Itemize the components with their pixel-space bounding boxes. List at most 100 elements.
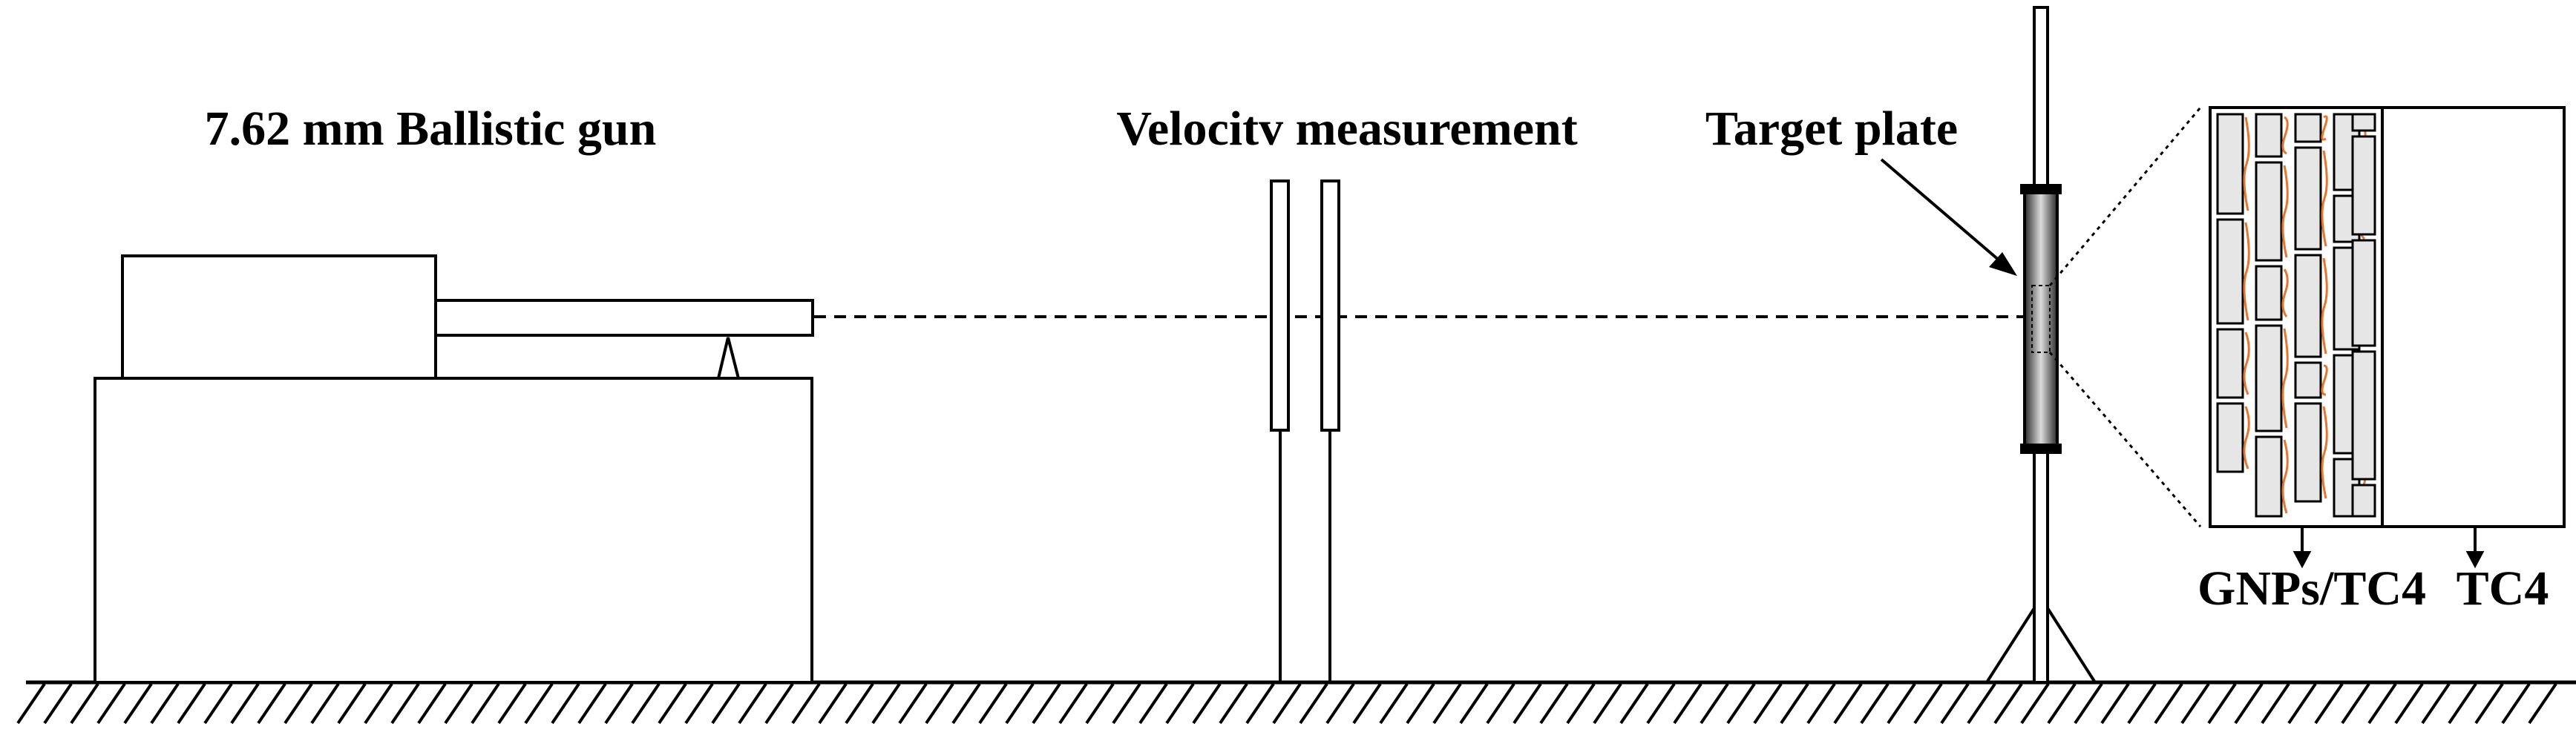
graphene-fiber: [2281, 328, 2289, 429]
hatch-mark: [1753, 682, 1783, 725]
hatch-mark: [551, 682, 580, 725]
gun-label: 7.62 mm Ballistic gun: [205, 102, 657, 156]
hatch-mark: [1646, 682, 1676, 725]
hatch-mark: [2234, 682, 2264, 725]
hatch-mark: [818, 682, 848, 725]
ballistic-gun: [94, 254, 814, 684]
hatch-mark: [1913, 682, 1943, 725]
hatch-mark: [658, 682, 687, 725]
hatch-mark: [2154, 682, 2183, 725]
hatch-mark: [2394, 682, 2424, 725]
hatch-mark: [524, 682, 554, 725]
hatch-mark: [1780, 682, 1809, 725]
hatch-mark: [2448, 682, 2477, 725]
platelet: [2351, 239, 2376, 347]
graphene-fiber: [2243, 222, 2250, 321]
hatch-mark: [764, 682, 794, 725]
platelet: [2351, 113, 2376, 132]
graphene-fiber: [2281, 116, 2289, 155]
hatch-mark: [471, 682, 500, 725]
hatch-mark: [257, 682, 286, 725]
hatch-mark: [2341, 682, 2370, 725]
hatch-mark: [497, 682, 527, 725]
hatch-mark: [1245, 682, 1275, 725]
hatch-mark: [1219, 682, 1248, 725]
hatch-mark: [2421, 682, 2451, 725]
hatch-mark: [738, 682, 767, 725]
hatch-mark: [1459, 682, 1489, 725]
target-label: Target plate: [1705, 102, 1958, 156]
hatch-mark: [2501, 682, 2531, 725]
platelet: [2294, 113, 2322, 143]
graphene-fiber: [2321, 150, 2328, 247]
hatch-mark: [1700, 682, 1729, 725]
hatch-mark: [684, 682, 714, 725]
velocity-screen-1: [1270, 179, 1290, 432]
hatch-mark: [577, 682, 607, 725]
hatch-mark: [1726, 682, 1756, 725]
hatch-mark: [1887, 682, 1916, 725]
hatch-mark: [1539, 682, 1569, 725]
hatch-mark: [2047, 682, 2077, 725]
hatch-mark: [1593, 682, 1622, 725]
platelet: [2255, 435, 2283, 518]
platelet: [2294, 402, 2322, 503]
hatch-mark: [2314, 682, 2344, 725]
gun-base: [94, 377, 813, 684]
hatch-mark: [1406, 682, 1435, 725]
hatch-mark: [1138, 682, 1168, 725]
platelet: [2255, 324, 2283, 432]
hatch-mark: [364, 682, 393, 725]
platelet: [2294, 146, 2322, 251]
gnps-tc4-label: GNPs/TC4: [2198, 561, 2426, 616]
hatch-mark: [845, 682, 874, 725]
platelet: [2294, 361, 2322, 399]
gnps-tc4-layer: [2210, 108, 2382, 527]
hatch-mark: [16, 682, 46, 725]
hatch-mark: [2074, 682, 2103, 725]
platelet: [2216, 402, 2244, 473]
hatch-mark: [1806, 682, 1836, 725]
hatch-mark: [2207, 682, 2237, 725]
platelet: [2216, 113, 2244, 215]
hatch-mark: [1486, 682, 1515, 725]
graphene-fiber: [2243, 332, 2250, 395]
platelet: [2255, 113, 2283, 158]
hatch-mark: [230, 682, 260, 725]
hatch-mark: [70, 682, 99, 725]
zoom-region: [2031, 285, 2051, 353]
hatch-mark: [203, 682, 233, 725]
cross-section-outline: [2209, 106, 2566, 528]
hatch-mark: [1192, 682, 1222, 725]
hatch-mark: [444, 682, 473, 725]
hatch-mark: [310, 682, 340, 725]
hatch-mark: [1513, 682, 1542, 725]
hatch-mark: [1325, 682, 1355, 725]
hatch-mark: [2474, 682, 2504, 725]
hatch-mark: [2020, 682, 2050, 725]
platelet: [2294, 254, 2322, 358]
platelet: [2351, 350, 2376, 481]
hatch-mark: [43, 682, 73, 725]
platelet: [2216, 218, 2244, 325]
hatch-mark: [337, 682, 367, 725]
hatch-mark: [2100, 682, 2130, 725]
hatch-mark: [123, 682, 153, 725]
graphene-fiber: [2281, 165, 2289, 258]
hatch-mark: [2127, 682, 2157, 725]
hatch-mark: [1566, 682, 1596, 725]
hatch-mark: [791, 682, 821, 725]
velocity-measurement-device: [1270, 179, 1340, 682]
magnified-cross-section: [2209, 106, 2566, 528]
hatch-mark: [1860, 682, 1890, 725]
barrel-support: [716, 337, 741, 380]
hatch-mark: [284, 682, 313, 725]
hatch-mark: [1833, 682, 1863, 725]
hatch-mark: [417, 682, 447, 725]
hatch-mark: [1032, 682, 1061, 725]
layer-arrows: [2292, 528, 2485, 569]
graphene-fiber: [2243, 116, 2250, 211]
hatch-mark: [1940, 682, 1970, 725]
hatch-mark: [2528, 682, 2557, 725]
